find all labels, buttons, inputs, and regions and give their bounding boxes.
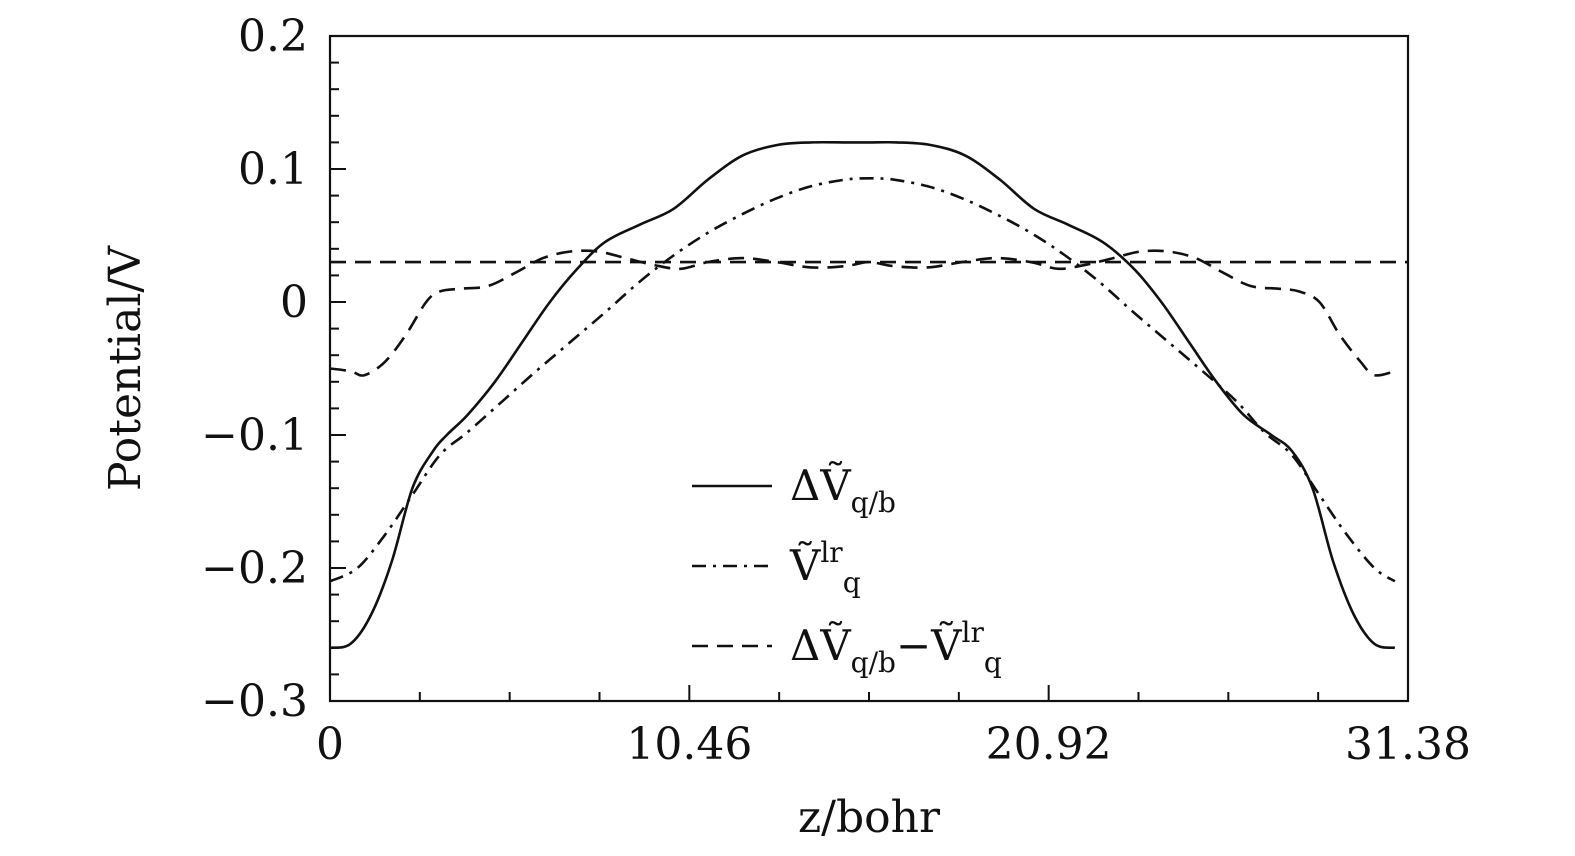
ticks-layer: [329, 35, 1409, 702]
labels-layer: −0.3 −0.2 −0.1 0 0.1 0.2 0 10.46 20.92 31.38: [201, 11, 1471, 770]
legend: ΔṼq/b Ṽlrq ΔṼq/b−Ṽlrq: [692, 460, 1002, 679]
legend-label: ΔṼq/b: [790, 460, 896, 519]
series-line-3: [329, 249, 1396, 377]
y-tick-label: −0.3: [201, 676, 308, 727]
series-layer: [329, 140, 1408, 650]
legend-label: Ṽlrq: [789, 536, 861, 599]
x-tick-label: 20.92: [986, 719, 1112, 770]
y-tick-label: −0.1: [201, 410, 308, 461]
y-axis-title: Potential/V: [100, 245, 151, 491]
y-tick-label: 0.1: [238, 144, 308, 195]
x-tick-label: 10.46: [626, 719, 752, 770]
x-tick-label: 31.38: [1345, 719, 1471, 770]
y-tick-label: 0.2: [238, 11, 308, 62]
series-line-2: [329, 177, 1396, 583]
series-line-1: [329, 140, 1396, 650]
plot-frame: [328, 34, 1410, 703]
y-tick-label: 0: [280, 277, 308, 328]
x-axis-title: z/bohr: [798, 792, 941, 843]
y-tick-label: −0.2: [201, 543, 308, 594]
x-tick-label: 0: [316, 719, 344, 770]
legend-label: ΔṼq/b−Ṽlrq: [790, 616, 1002, 679]
